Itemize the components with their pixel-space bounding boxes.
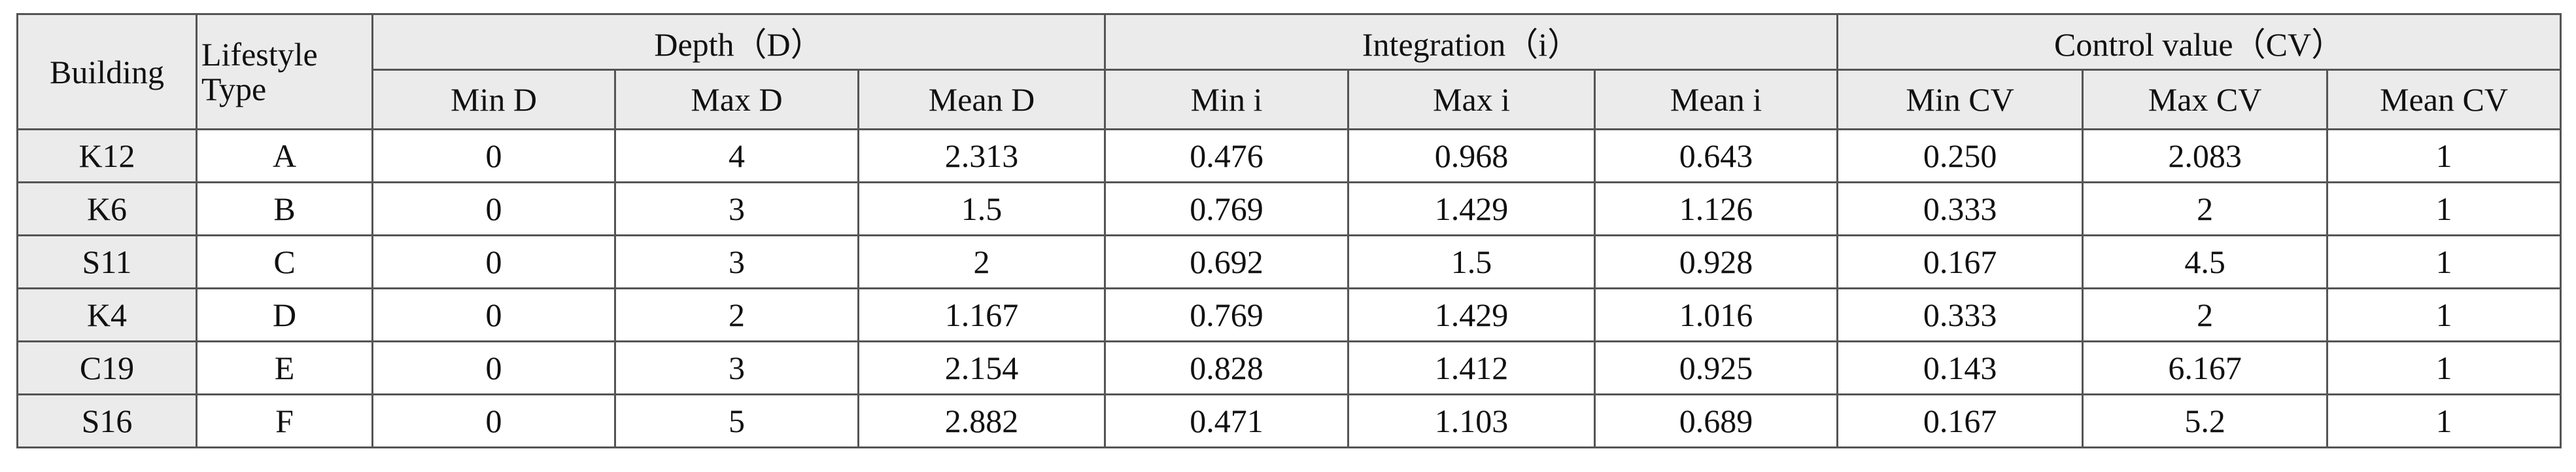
- table-cell: 2: [614, 287, 859, 342]
- table-cell: 1: [2326, 234, 2562, 289]
- table-cell: 1.429: [1347, 287, 1596, 342]
- table-body: K12 A 0 4 2.313 0.476 0.968 0.643 0.250 2.083 1 K6 B…: [16, 128, 2562, 448]
- column-header: Mean i: [1594, 69, 1839, 130]
- table-cell: 1.103: [1347, 393, 1596, 448]
- table-cell: 4.5: [2082, 234, 2329, 289]
- table-cell: 1.429: [1347, 181, 1596, 236]
- table-cell: 1: [2326, 287, 2562, 342]
- table-cell: 3: [614, 181, 859, 236]
- column-header: Min D: [371, 69, 616, 130]
- table-cell: 1.167: [857, 287, 1107, 342]
- table-cell: 0.769: [1104, 181, 1350, 236]
- header-cell: Building: [16, 13, 197, 130]
- column-header: Min i: [1104, 69, 1350, 130]
- table-cell: 2.083: [2082, 128, 2329, 183]
- table-cell: 2.313: [857, 128, 1107, 183]
- table-cell: 0: [371, 181, 616, 236]
- table-row: S11 C 0 3 2 0.692 1.5 0.928 0.167 4.5 1: [16, 234, 2562, 289]
- table-cell: 0.828: [1104, 340, 1350, 395]
- header-row: Building Lifestyle Type Depth（D） Integra…: [16, 13, 2562, 130]
- table-cell: 0.925: [1594, 340, 1839, 395]
- table-cell: 0.769: [1104, 287, 1350, 342]
- table-cell: 1.5: [857, 181, 1107, 236]
- table-cell: 0.333: [1836, 287, 2084, 342]
- table-cell: 0.928: [1594, 234, 1839, 289]
- table-cell: 0.167: [1836, 234, 2084, 289]
- table-cell: 6.167: [2082, 340, 2329, 395]
- table-cell: 0.333: [1836, 181, 2084, 236]
- table-cell: 0: [371, 287, 616, 342]
- group-header: Depth（D）: [371, 13, 1107, 71]
- table-cell: 0.643: [1594, 128, 1839, 183]
- table-cell: F: [196, 393, 373, 448]
- table-cell: 1.5: [1347, 234, 1596, 289]
- table-cell: 2.882: [857, 393, 1107, 448]
- column-header: Mean CV: [2326, 69, 2562, 130]
- table-row: K4 D 0 2 1.167 0.769 1.429 1.016 0.333 2 1: [16, 287, 2562, 342]
- table-cell: 0: [371, 393, 616, 448]
- data-table: Building Lifestyle Type Depth（D） Integra…: [16, 13, 2562, 448]
- column-header: Max i: [1347, 69, 1596, 130]
- table-cell: D: [196, 287, 373, 342]
- table-cell: 1.016: [1594, 287, 1839, 342]
- table-cell: 1: [2326, 340, 2562, 395]
- table-cell: 1: [2326, 181, 2562, 236]
- table-row: K6 B 0 3 1.5 0.769 1.429 1.126 0.333 2 1: [16, 181, 2562, 236]
- table-row: S16 F 0 5 2.882 0.471 1.103 0.689 0.167 5.2 1: [16, 393, 2562, 448]
- table-cell: 1.412: [1347, 340, 1596, 395]
- table-cell: 0.250: [1836, 128, 2084, 183]
- table-cell: 0.471: [1104, 393, 1350, 448]
- table-cell: B: [196, 181, 373, 236]
- table-row: K12 A 0 4 2.313 0.476 0.968 0.643 0.250 2.083 1: [16, 128, 2562, 183]
- header-cell: Lifestyle Type: [196, 13, 373, 130]
- table-cell: 1: [2326, 393, 2562, 448]
- column-header: Max CV: [2082, 69, 2329, 130]
- building-cell: K12: [16, 128, 197, 183]
- table-cell: 0.689: [1594, 393, 1839, 448]
- table-cell: 0: [371, 234, 616, 289]
- table-cell: 5.2: [2082, 393, 2329, 448]
- table-cell: 0.968: [1347, 128, 1596, 183]
- table-cell: 1.126: [1594, 181, 1839, 236]
- header-row: Min D Max D Mean D Min i Max i Mean i Min CV Ma…: [18, 69, 2562, 130]
- table-cell: 3: [614, 234, 859, 289]
- table-cell: 4: [614, 128, 859, 183]
- table-cell: 0: [371, 128, 616, 183]
- table-cell: 3: [614, 340, 859, 395]
- table-cell: 0.692: [1104, 234, 1350, 289]
- table-row: C19 E 0 3 2.154 0.828 1.412 0.925 0.143 6.167 1: [16, 340, 2562, 395]
- table-cell: 1: [2326, 128, 2562, 183]
- building-cell: C19: [16, 340, 197, 395]
- column-header: Mean D: [857, 69, 1107, 130]
- table-cell: 0.167: [1836, 393, 2084, 448]
- group-header: Integration（i）: [1104, 13, 1839, 71]
- building-cell: K6: [16, 181, 197, 236]
- building-cell: S16: [16, 393, 197, 448]
- table-cell: 0.143: [1836, 340, 2084, 395]
- table-cell: 2: [857, 234, 1107, 289]
- table-cell: 0: [371, 340, 616, 395]
- table-cell: 0.476: [1104, 128, 1350, 183]
- table-cell: 2: [2082, 287, 2329, 342]
- table-cell: A: [196, 128, 373, 183]
- table-cell: C: [196, 234, 373, 289]
- column-header: Min CV: [1836, 69, 2084, 130]
- group-header: Control value（CV）: [1836, 13, 2562, 71]
- table-cell: 2.154: [857, 340, 1107, 395]
- building-cell: S11: [16, 234, 197, 289]
- table-cell: 2: [2082, 181, 2329, 236]
- table-cell: E: [196, 340, 373, 395]
- column-header: Max D: [614, 69, 859, 130]
- table-cell: 5: [614, 393, 859, 448]
- building-cell: K4: [16, 287, 197, 342]
